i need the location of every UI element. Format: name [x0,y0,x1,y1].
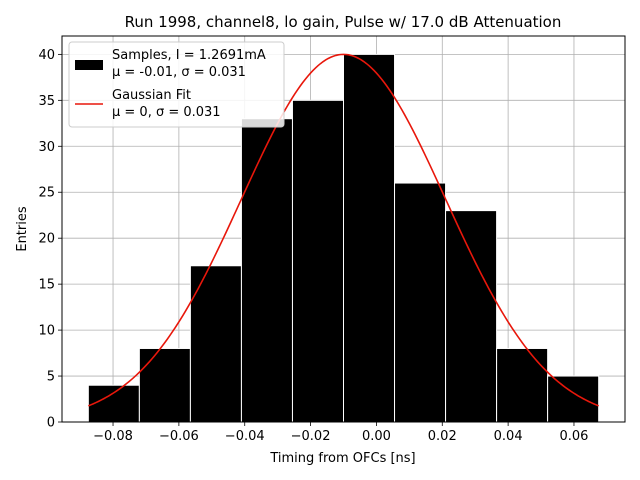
y-tick-label: 15 [38,278,55,293]
legend-fit-label: Gaussian Fit [112,88,191,103]
histogram-bars [87,53,600,423]
x-tick-label: 0.06 [559,429,588,444]
x-tick-label: 0.04 [494,429,523,444]
plot-frame [61,35,626,423]
histogram-bar [291,99,344,423]
x-tick-label: 0.00 [362,429,391,444]
y-axis-ticks: 0 5 10 15 20 25 30 35 40 [38,48,62,431]
histogram-bar [445,210,498,423]
legend-samples-stats: μ = -0.01, σ = 0.031 [112,65,246,80]
x-tick-label: −0.04 [225,429,265,444]
histogram-bar [343,53,396,423]
legend-fit-stats: μ = 0, σ = 0.031 [112,105,221,120]
chart-title: Run 1998, channel8, lo gain, Pulse w/ 17… [125,13,562,31]
y-axis-label: Entries [15,206,30,252]
y-tick-label: 20 [38,232,55,247]
x-axis-label: Timing from OFCs [ns] [269,451,415,466]
x-tick-label: −0.02 [291,429,331,444]
y-tick-label: 40 [38,48,55,63]
y-tick-label: 0 [47,416,55,431]
legend: Samples, I = 1.2691mA μ = -0.01, σ = 0.0… [68,41,285,128]
legend-samples-label: Samples, I = 1.2691mA [112,48,266,63]
histogram-bar [496,347,549,423]
y-tick-label: 25 [38,186,55,201]
x-axis-ticks: −0.08 −0.06 −0.04 −0.02 0.00 0.02 0.04 0.06 [93,422,588,444]
x-tick-label: −0.08 [93,429,133,444]
histogram-bar [87,384,140,423]
legend-samples-swatch [75,60,103,70]
histogram-bar [547,375,600,423]
histogram-bar [138,347,191,423]
histogram-bar [189,265,242,423]
legend-box [68,41,285,128]
y-tick-label: 5 [47,370,55,385]
gaussian-fit-line [88,53,599,407]
x-tick-label: 0.02 [428,429,457,444]
y-tick-label: 10 [38,324,55,339]
histogram-bar [394,182,447,423]
y-tick-label: 35 [38,94,55,109]
y-tick-label: 30 [38,140,55,155]
x-tick-label: −0.06 [159,429,199,444]
histogram-bar [240,118,293,423]
